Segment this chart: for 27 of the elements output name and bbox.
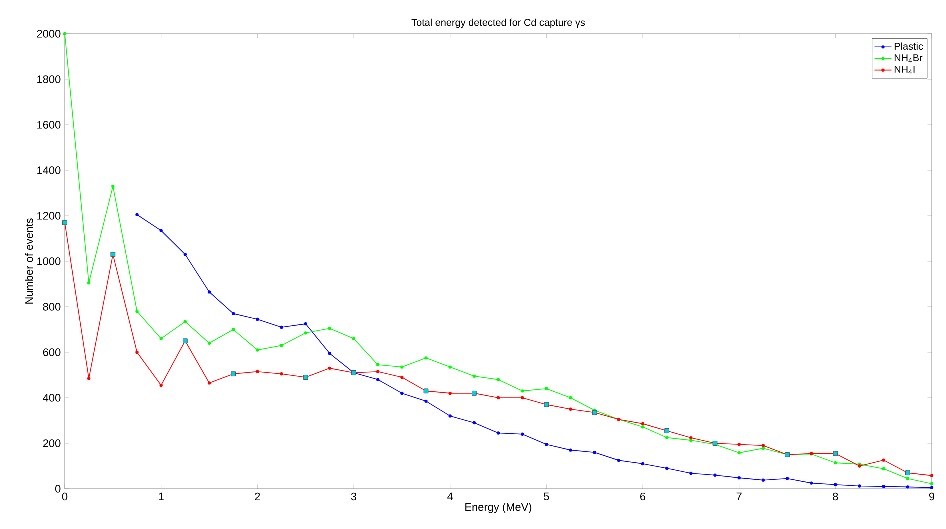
- x-tick-label: 1: [159, 492, 164, 500]
- y-tick-label: 800: [43, 303, 61, 311]
- x-tick-label: 3: [351, 492, 357, 501]
- y-tick-label: 600: [43, 348, 61, 356]
- x-tick-label: 4: [448, 492, 454, 500]
- x-tick-label: 0: [62, 492, 68, 501]
- y-tick-label: 1400: [38, 166, 61, 174]
- x-tick-label: 8: [833, 492, 838, 501]
- y-tick-label: 400: [43, 394, 61, 402]
- y-tick-label: 1000: [38, 258, 61, 266]
- x-tick-label: 6: [640, 492, 646, 501]
- y-tick-label: 1800: [38, 76, 61, 84]
- y-tick-label: 0: [55, 485, 61, 493]
- x-tick-label: 5: [544, 492, 550, 500]
- x-axis-title: Energy (MeV): [466, 503, 532, 514]
- y-tick-label: 1200: [38, 212, 61, 220]
- y-axis-title: Number of events: [25, 218, 34, 304]
- y-tick-label: 200: [43, 440, 61, 448]
- legend-label: NH$_{4}$I: [894, 66, 915, 74]
- x-tick-label: 9: [929, 492, 935, 501]
- x-tick-label: 7: [736, 492, 742, 500]
- x-tick-label: 2: [255, 492, 260, 501]
- chart-title: Total energy detected for Cd capture γs: [412, 18, 586, 28]
- y-tick-label: 1600: [38, 121, 61, 129]
- y-tick-label: 2000: [37, 30, 61, 38]
- legend-label: NH$_{4}$Br: [894, 54, 923, 63]
- legend-label: Plastic: [894, 42, 924, 50]
